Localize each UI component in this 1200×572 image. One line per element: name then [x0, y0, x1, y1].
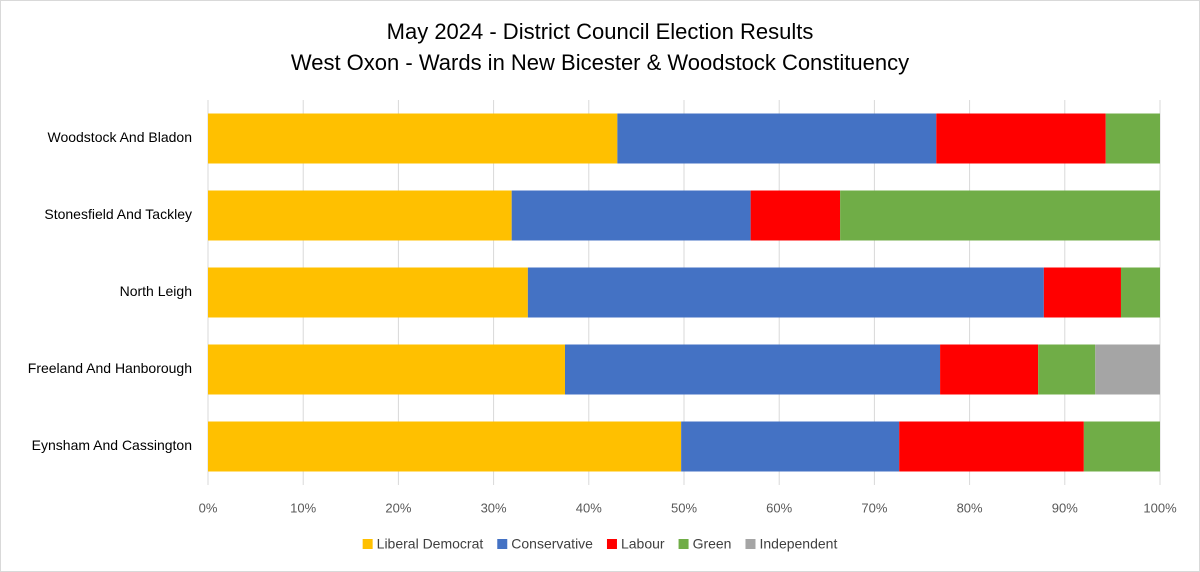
x-tick-label: 10%	[290, 500, 316, 515]
bar-segment	[1120, 267, 1160, 318]
x-tick-label: 90%	[1052, 500, 1078, 515]
bar-segment	[208, 190, 512, 241]
x-tick-label: 70%	[861, 500, 887, 515]
y-tick-label: Woodstock And Bladon	[47, 129, 192, 145]
bar-segment	[681, 421, 900, 472]
bar-segment	[1083, 421, 1160, 472]
chart-subtitle: West Oxon - Wards in New Bicester & Wood…	[291, 50, 909, 75]
bar-segment	[208, 113, 618, 164]
bar-segment	[208, 344, 565, 395]
bar-segment	[208, 267, 528, 318]
chart-title: May 2024 - District Council Election Res…	[387, 19, 814, 44]
bar-segment	[1043, 267, 1121, 318]
x-tick-label: 40%	[576, 500, 602, 515]
legend-label: Green	[693, 536, 732, 552]
bar-segment	[617, 113, 937, 164]
x-tick-label: 0%	[199, 500, 218, 515]
x-tick-label: 100%	[1143, 500, 1177, 515]
bar-segment	[936, 113, 1106, 164]
bar-segment	[527, 267, 1044, 318]
legend-swatch	[497, 539, 508, 549]
x-tick-label: 20%	[385, 500, 411, 515]
bar-segment	[1038, 344, 1096, 395]
x-tick-label: 60%	[766, 500, 792, 515]
bar-segment	[840, 190, 1160, 241]
bar-segment	[899, 421, 1084, 472]
legend-label: Liberal Democrat	[377, 536, 484, 552]
legend-label: Independent	[759, 536, 837, 552]
x-tick-label: 30%	[481, 500, 507, 515]
y-tick-label: Eynsham And Cassington	[32, 437, 192, 453]
x-tick-label: 80%	[957, 500, 983, 515]
bar-segment	[511, 190, 751, 241]
bar-segment	[750, 190, 841, 241]
y-tick-label: North Leigh	[120, 283, 192, 299]
bar-segment	[1095, 344, 1160, 395]
bar-segment	[208, 421, 682, 472]
bar-segment	[1105, 113, 1160, 164]
legend-swatch	[362, 539, 373, 549]
y-tick-label: Stonesfield And Tackley	[44, 206, 192, 222]
bar-segment	[565, 344, 941, 395]
bar-segment	[940, 344, 1039, 395]
y-tick-label: Freeland And Hanborough	[28, 360, 192, 376]
legend-label: Conservative	[511, 536, 593, 552]
legend-swatch	[745, 539, 756, 549]
legend-label: Labour	[621, 536, 665, 552]
legend-swatch	[678, 539, 689, 549]
x-tick-label: 50%	[671, 500, 697, 515]
legend-swatch	[606, 539, 617, 549]
